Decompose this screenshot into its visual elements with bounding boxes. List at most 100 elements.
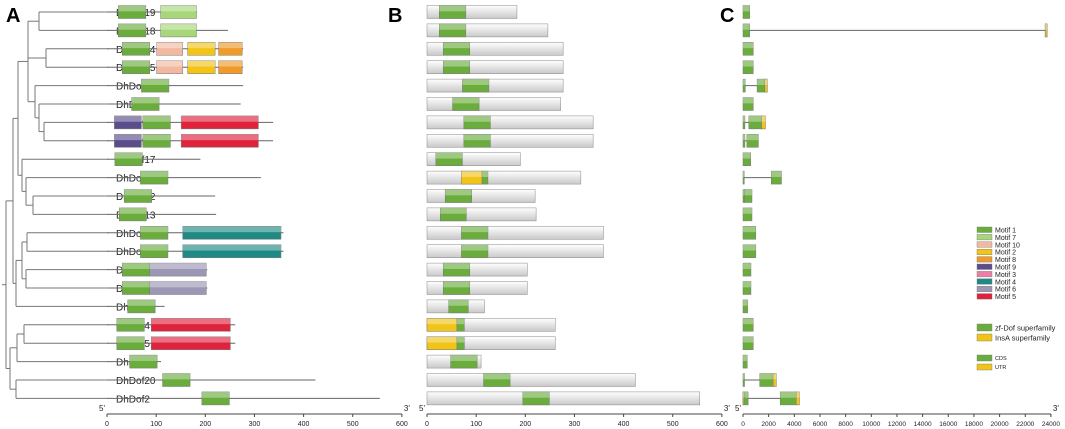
cds-box-body [742, 354, 748, 369]
cds-box [742, 170, 745, 185]
domain-zf-box-shine [440, 207, 467, 214]
domain-zf-box-shine [443, 281, 470, 288]
domain-zf-box-shine [443, 60, 470, 67]
legend-motif-swatch [976, 234, 993, 241]
domain-zf-box [442, 262, 471, 277]
domain-zf-box [439, 23, 467, 38]
domain-zf-box-shine [463, 115, 491, 122]
cds-box-shine [743, 226, 756, 233]
cds-box-body [742, 170, 745, 185]
b-axis-tick-label: 200 [519, 421, 531, 428]
protein-bar [426, 134, 594, 148]
cds-box-shine [746, 134, 759, 141]
cds-box-body [742, 262, 752, 277]
domain-zf-box [444, 189, 472, 203]
domain-zf-box-shine [522, 391, 550, 398]
motif-4-box-body [182, 226, 282, 240]
c-axis-tick-label: 16000 [939, 421, 957, 428]
motif-1-box-body [142, 115, 171, 130]
cds-box-shine [743, 244, 756, 251]
motif-6-box-body [149, 262, 207, 277]
protein-bar [426, 391, 701, 406]
motif-8-box [218, 60, 243, 74]
cds-box-shine [743, 152, 751, 159]
cds-box-body [742, 207, 753, 222]
legend-domain-swatch [976, 333, 993, 342]
c-axis-tick-label: 20000 [991, 421, 1009, 428]
utr-box-body [761, 115, 766, 130]
motif-6-box [149, 281, 207, 295]
cds-box-shine [743, 79, 746, 85]
motif-4-box [182, 244, 282, 258]
panel-c-gene-structure [742, 5, 1048, 406]
c-axis-tick-label: 10000 [862, 421, 880, 428]
gene-label: DhDof2 [116, 394, 150, 405]
domain-zf-box-body [463, 115, 491, 130]
cds-box-shine [757, 79, 767, 85]
motif-1-box-shine [142, 134, 171, 141]
domain-zf-box-body [442, 281, 471, 295]
b-axis-tick-label: 100 [470, 421, 482, 428]
domain-zf-box-shine [482, 171, 488, 177]
motif-2-box-body [187, 60, 216, 74]
cds-box-shine [743, 171, 745, 177]
domain-zf-box [442, 281, 471, 295]
cds-box-body [742, 318, 754, 332]
domain-zf-box [483, 373, 511, 387]
utr-box-body [742, 391, 745, 406]
cds-box [742, 299, 748, 314]
cds-box [748, 115, 763, 130]
legend-motif-swatch [976, 286, 993, 292]
domain-zf-box-shine [448, 299, 469, 306]
cds-box [742, 207, 753, 222]
utr-box [764, 78, 768, 93]
motif-1-box-shine [116, 336, 145, 343]
domain-zf-box-body [442, 60, 471, 74]
utr-box [742, 391, 745, 406]
motif-1-box-shine [122, 281, 150, 288]
motif-8-box-body [218, 60, 243, 74]
motif-1-box-shine [129, 355, 158, 361]
motif-1-box-shine [122, 60, 150, 67]
b-axis-tick-label: 300 [569, 421, 581, 428]
utr-box [772, 373, 777, 387]
domain-zf-box-shine [483, 373, 511, 380]
panel-label-b: B [388, 5, 402, 27]
b-axis-tick-label: 0 [425, 421, 429, 428]
legend-domain-swatch [976, 323, 993, 332]
b-axis-start: 5' [419, 404, 425, 413]
cds-box-shine [743, 263, 751, 269]
motif-8-box-shine [218, 60, 243, 67]
domain-zf-box-body [461, 244, 489, 258]
domain-zf-box [463, 134, 491, 148]
cds-box [742, 60, 754, 74]
domain-zf-box-body [450, 354, 478, 369]
motif-10-box-shine [156, 60, 183, 67]
domain-zf-box-shine [443, 263, 470, 269]
cds-box-shine [759, 373, 774, 380]
utr-box-shine [743, 391, 744, 398]
cds-box-shine [780, 391, 797, 398]
motif-1-box [121, 281, 151, 295]
motif-1-box [121, 60, 151, 74]
motif-1-box-body [123, 189, 152, 203]
cds-box-body [742, 97, 754, 111]
legend-structure-swatch [976, 363, 993, 371]
utr-box [761, 115, 766, 130]
c-axis-tick-label: 24000 [1042, 421, 1060, 428]
domain-ins-box [426, 318, 458, 332]
motif-7-box [160, 23, 197, 38]
motif-5-box-shine [181, 134, 259, 141]
cds-box-body [742, 281, 752, 295]
domain-zf-box-shine [439, 23, 466, 30]
legend-motif-label: Motif 8 [995, 257, 1016, 264]
cds-box-shine [743, 5, 750, 12]
motif-2-box [187, 60, 216, 74]
cds-box [742, 23, 750, 38]
cds-box [742, 336, 754, 350]
motif-9-box-body [114, 134, 142, 148]
utr-box [1044, 23, 1048, 38]
gene-label: DhDof7 [116, 247, 150, 258]
utr-box-body [1044, 23, 1048, 38]
domain-zf-box-body [435, 152, 463, 166]
